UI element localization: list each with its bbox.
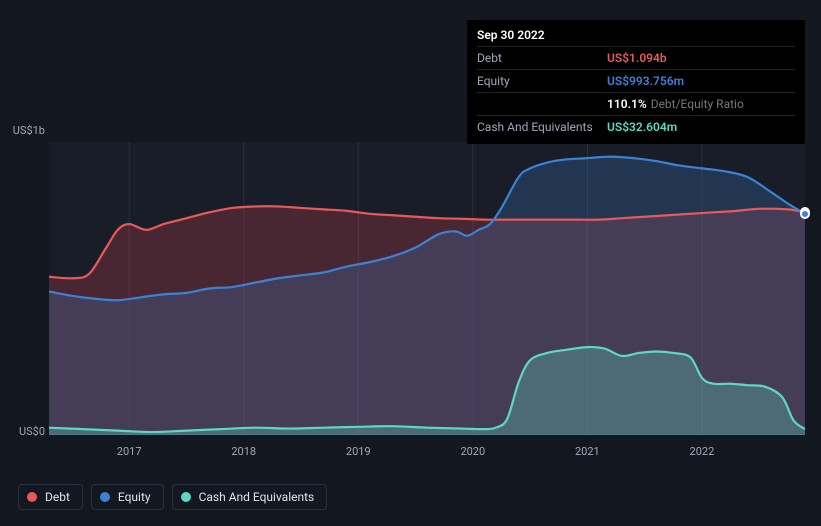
- tooltip-label: Debt: [477, 49, 607, 67]
- legend-label: Debt: [45, 490, 70, 504]
- tooltip-label: Cash And Equivalents: [477, 118, 607, 136]
- tooltip-value: US$993.756m: [607, 72, 684, 90]
- marker-equity: [800, 209, 810, 219]
- legend-dot-icon: [100, 492, 110, 502]
- tooltip-label: Equity: [477, 72, 607, 90]
- x-tick: 2020: [460, 445, 485, 458]
- legend-item[interactable]: Cash And Equivalents: [172, 484, 328, 510]
- tooltip-value: 110.1%Debt/Equity Ratio: [607, 95, 744, 113]
- legend-dot-icon: [181, 492, 191, 502]
- tooltip-row: Cash And EquivalentsUS$32.604m: [477, 115, 795, 138]
- tooltip-value: US$32.604m: [607, 118, 677, 136]
- legend-item[interactable]: Equity: [91, 484, 164, 510]
- legend-item[interactable]: Debt: [18, 484, 83, 510]
- tooltip: Sep 30 2022 DebtUS$1.094bEquityUS$993.75…: [467, 20, 805, 144]
- legend: Debt Equity Cash And Equivalents: [18, 484, 327, 510]
- x-tick: 2022: [690, 445, 715, 458]
- tooltip-row: DebtUS$1.094b: [477, 46, 795, 69]
- tooltip-value: US$1.094b: [607, 49, 667, 67]
- tooltip-row: EquityUS$993.756m: [477, 69, 795, 92]
- x-tick: 2017: [117, 445, 142, 458]
- legend-label: Cash And Equivalents: [199, 490, 315, 504]
- legend-dot-icon: [27, 492, 37, 502]
- tooltip-title: Sep 30 2022: [477, 26, 795, 46]
- x-tick: 2021: [575, 445, 600, 458]
- y-tick-min: US$0: [0, 425, 45, 438]
- x-tick: 2018: [231, 445, 256, 458]
- tooltip-row: 110.1%Debt/Equity Ratio: [477, 92, 795, 115]
- x-tick: 2019: [346, 445, 371, 458]
- legend-label: Equity: [118, 490, 151, 504]
- y-tick-max: US$1b: [0, 124, 45, 137]
- chart-svg: [49, 142, 805, 435]
- tooltip-extra: Debt/Equity Ratio: [651, 97, 744, 111]
- tooltip-label: [477, 95, 607, 113]
